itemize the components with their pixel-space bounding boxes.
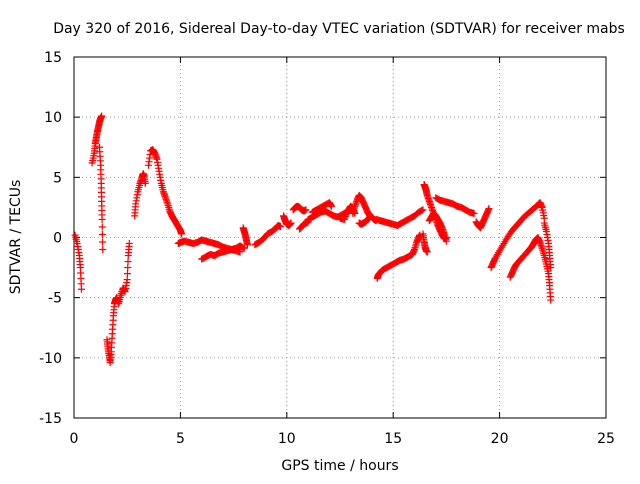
data-point [77, 285, 85, 293]
y-tick-label: 10 [44, 110, 62, 126]
data-point [302, 206, 310, 214]
x-tick-label: 25 [597, 431, 615, 447]
data-point [98, 230, 106, 238]
data-point [240, 244, 248, 252]
data-point [419, 206, 427, 214]
data-point [124, 264, 132, 272]
data-point [123, 270, 131, 278]
data-point [547, 296, 555, 304]
y-tick-label: 15 [44, 50, 62, 66]
y-tick-label: 5 [53, 170, 62, 186]
x-tick-label: 5 [176, 431, 185, 447]
data-point [239, 244, 247, 252]
y-tick-label: -15 [39, 411, 62, 427]
data-point [327, 202, 335, 210]
data-point [416, 231, 424, 239]
data-point [276, 223, 284, 231]
data-point [366, 213, 374, 221]
y-tick-label: 0 [53, 231, 62, 247]
data-point [177, 230, 185, 238]
data-point [423, 248, 431, 256]
data-point [98, 112, 106, 120]
y-axis-label: SDTVAR / TECUs [8, 180, 24, 295]
x-tick-label: 15 [384, 431, 402, 447]
data-point [99, 238, 107, 246]
y-tick-label: -5 [48, 291, 62, 307]
data-point [547, 264, 555, 272]
data-point [98, 215, 106, 223]
data-point [125, 240, 133, 248]
x-axis-label: GPS time / hours [281, 458, 398, 474]
data-point [470, 209, 478, 217]
data-point [442, 237, 450, 245]
chart-title: Day 320 of 2016, Sidereal Day-to-day VTE… [53, 21, 625, 37]
y-tick-label: -10 [39, 351, 62, 367]
data-point [243, 241, 251, 249]
data-point [98, 223, 106, 231]
axis-ticks: 0 5 10 15 20 25 -15 -10 -5 0 5 10 15 [39, 50, 615, 447]
data-point [99, 246, 107, 254]
data-point [287, 219, 295, 227]
data-points [71, 112, 555, 367]
data-point [124, 258, 132, 266]
data-point [236, 248, 244, 256]
x-tick-label: 10 [278, 431, 296, 447]
x-tick-label: 0 [70, 431, 79, 447]
data-point [123, 276, 131, 284]
data-point [485, 205, 493, 213]
x-tick-label: 20 [491, 431, 509, 447]
data-point [141, 179, 149, 187]
data-point [418, 206, 426, 214]
